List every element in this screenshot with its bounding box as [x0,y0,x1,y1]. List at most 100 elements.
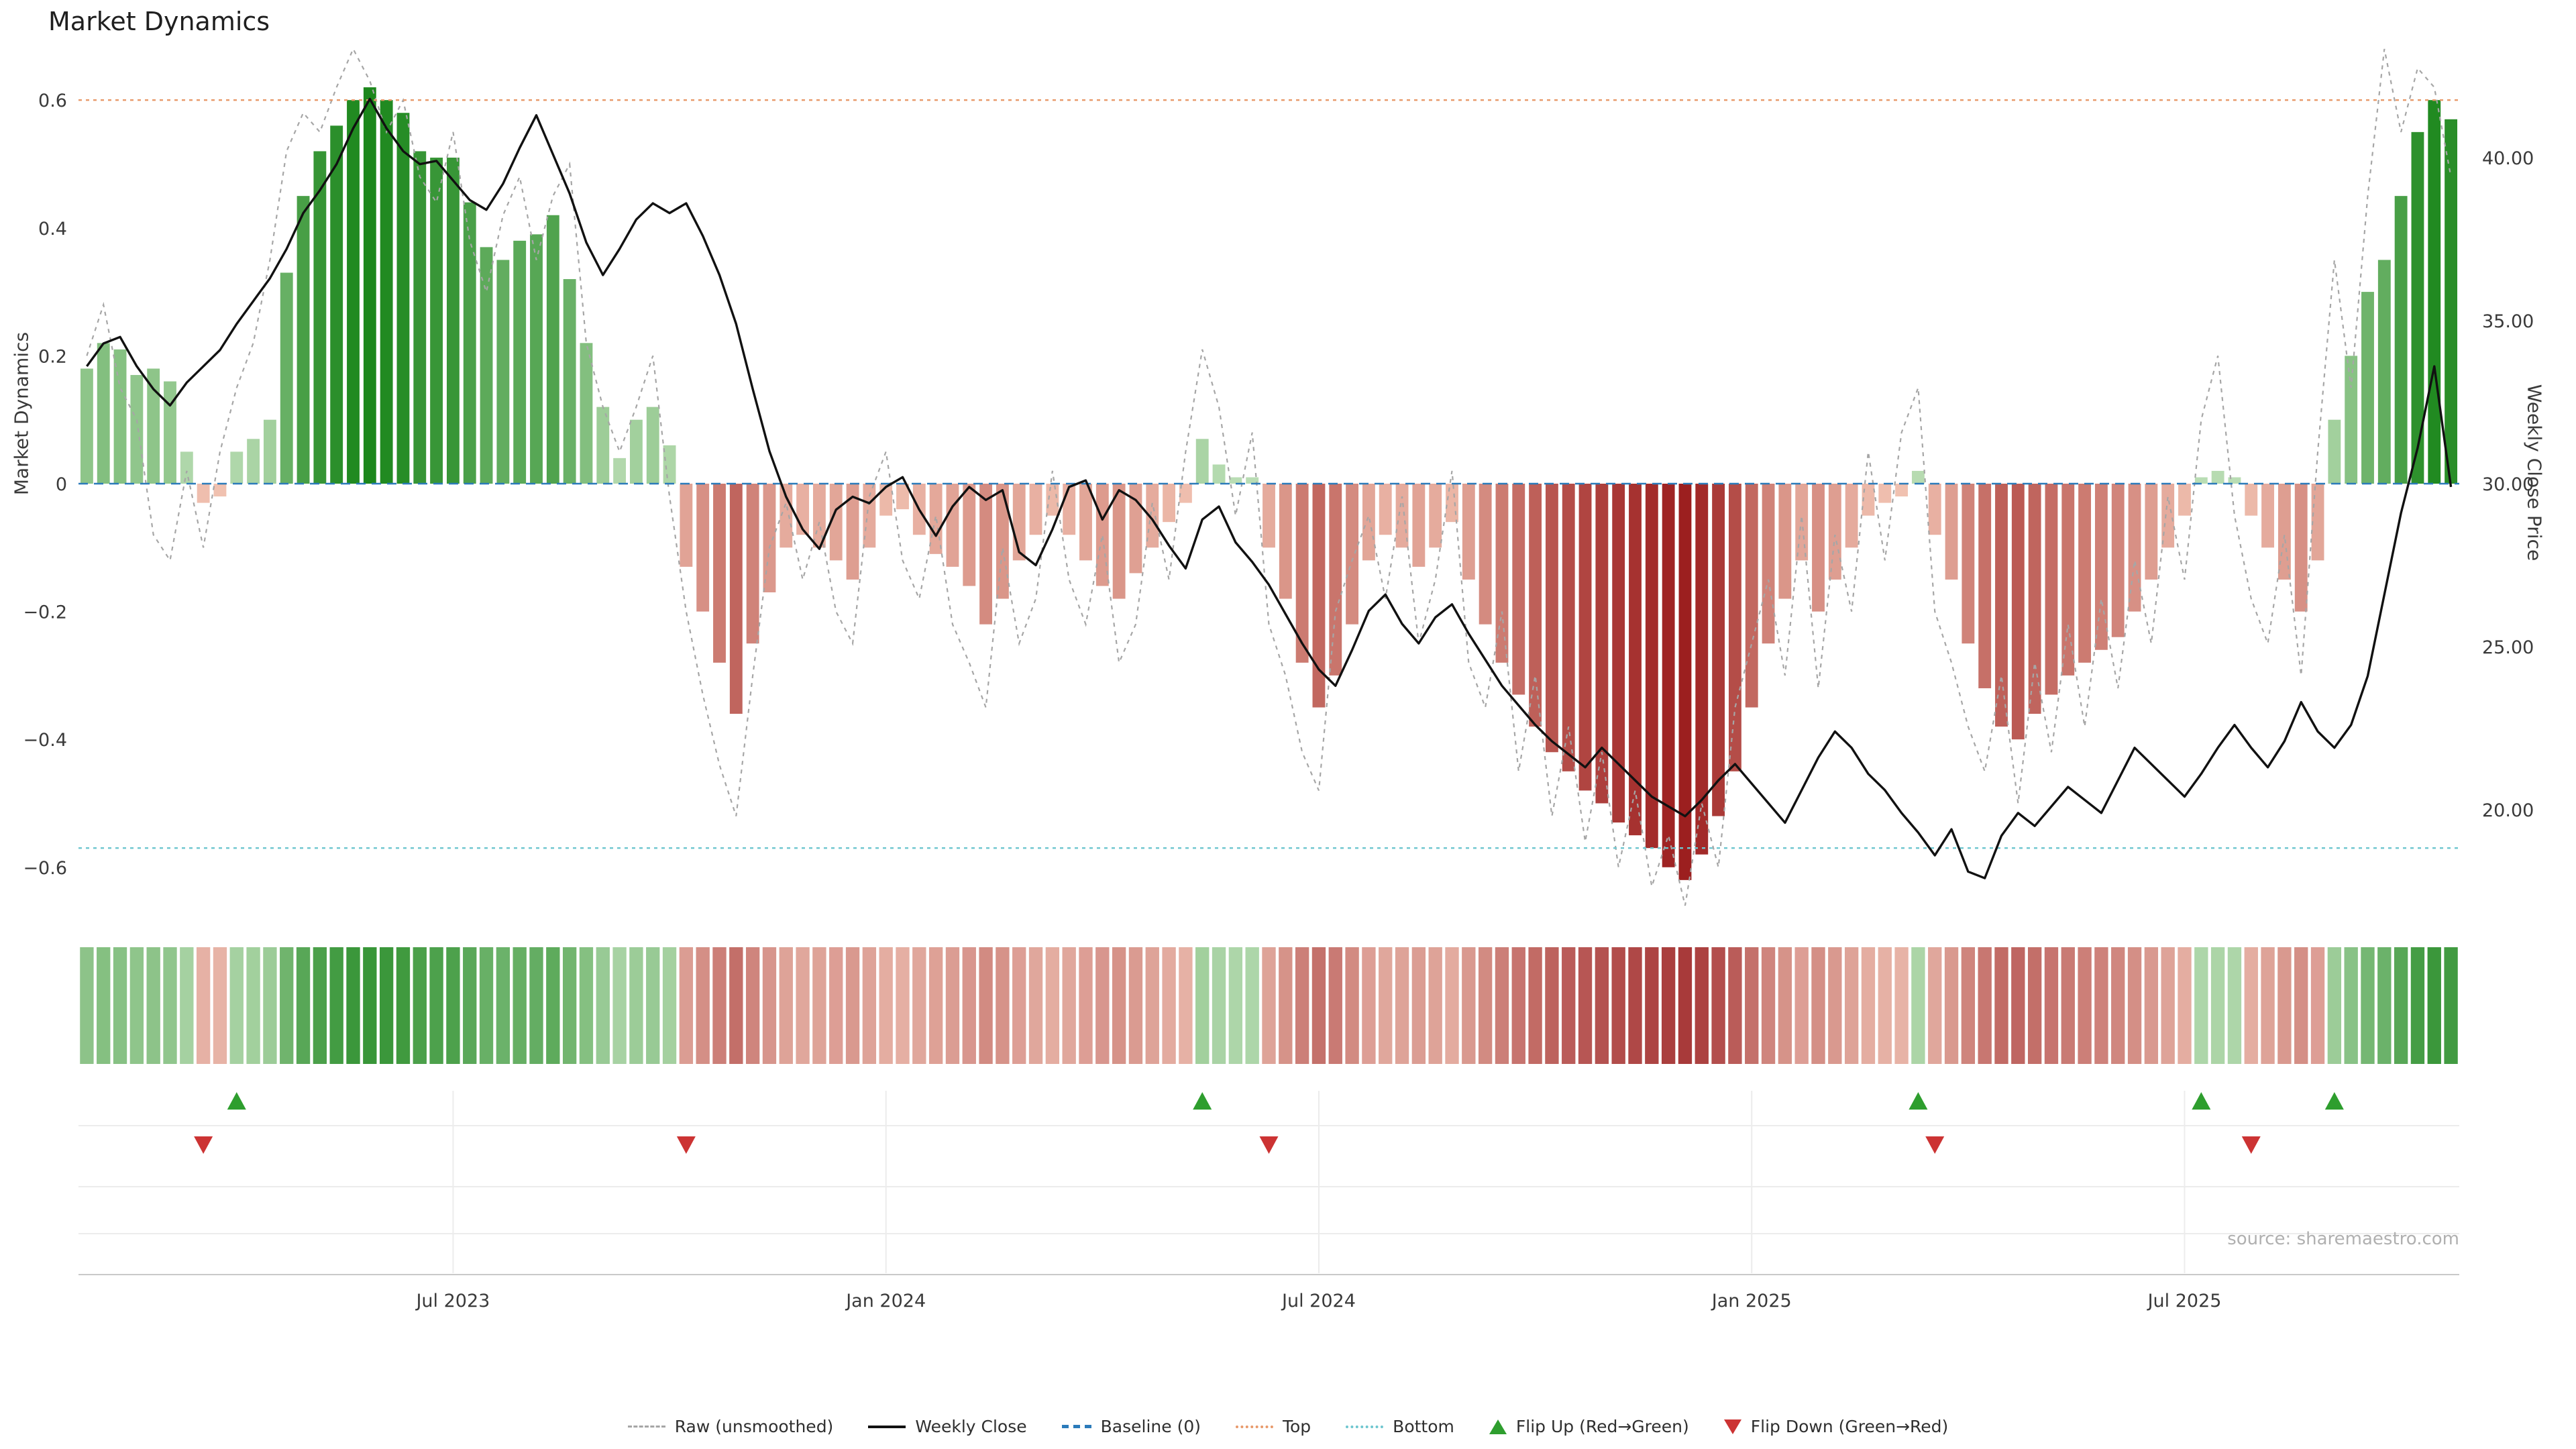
legend-item-flip-down: Flip Down (Green→Red) [1723,1417,1949,1436]
dynamics-bar [164,381,176,484]
dynamics-bar [1512,484,1525,695]
dynamics-bar [1928,484,1941,535]
dynamics-bar [97,343,110,484]
heatmap-cell [413,947,427,1064]
heatmap-cell [1645,947,1659,1064]
heatmap-cell [2027,947,2042,1064]
heatmap-cell [2427,947,2441,1064]
heatmap-cell [662,947,677,1064]
legend-label-flip-up: Flip Up (Red→Green) [1515,1417,1689,1436]
dynamics-bar [1163,484,1176,523]
heatmap-cell [463,947,477,1064]
heatmap-cell [2194,947,2208,1064]
y-right-tick-label: 20.00 [2482,800,2534,821]
heatmap-cell [396,947,411,1064]
heatmap-cell [1794,947,1809,1064]
dynamics-bar [380,100,393,484]
dynamics-bar [1762,484,1775,644]
heatmap-cell [196,947,211,1064]
dynamics-bar [147,368,160,484]
y-left-tick-label: 0 [56,474,67,495]
dynamics-bar [2161,484,2175,548]
heatmap-cell [796,947,810,1064]
heatmap-cell [1411,947,1426,1064]
dynamics-bar [2194,477,2208,484]
flip-down-triangle-icon [1723,1419,1741,1434]
heatmap-cell [246,947,260,1064]
dynamics-bar [746,484,759,644]
heatmap-cell [629,947,643,1064]
x-tick-label: Jan 2024 [845,1291,926,1311]
dynamics-bar [1146,484,1159,548]
heatmap-cell [729,947,743,1064]
dynamics-bar [1046,484,1059,516]
heatmap-cell [912,947,926,1064]
heatmap-cell [1944,947,1959,1064]
heatmap-cell [896,947,910,1064]
heatmap-cell [812,947,826,1064]
heatmap-cell [2127,947,2142,1064]
dynamics-bar [846,484,859,580]
dynamics-bar [763,484,776,593]
heatmap-cell [113,947,127,1064]
heatmap-cell [1262,947,1276,1064]
flip-up-marker [1193,1092,1212,1110]
dynamics-bar [80,368,93,484]
flip-up-marker [2324,1092,2344,1110]
heatmap-cell [2078,947,2092,1064]
dynamics-bar [1379,484,1392,535]
flip-down-marker [1259,1136,1279,1154]
dynamics-bar [396,113,410,484]
dynamics-bar [2328,419,2341,484]
heatmap-cell [1362,947,1376,1064]
legend-label-flip-down: Flip Down (Green→Red) [1750,1417,1949,1436]
legend-item-baseline: Baseline (0) [1061,1417,1201,1436]
flip-up-marker [2192,1092,2211,1110]
raw-line-swatch-icon [627,1426,665,1428]
heatmap-cell [1894,947,1909,1064]
legend-label-baseline: Baseline (0) [1100,1417,1201,1436]
dynamics-bar [1295,484,1309,663]
heatmap-cell [1212,947,1226,1064]
y-left-tick-label: −0.6 [23,858,67,879]
heatmap-cell [2377,947,2392,1064]
dynamics-bar [1129,484,1142,574]
dynamics-bar [1878,484,1892,503]
dynamics-bar [463,202,476,484]
heatmap-cell [879,947,893,1064]
dynamics-bar [1962,484,1975,644]
heatmap-cell [346,947,360,1064]
heatmap-cell [2210,947,2225,1064]
chart-title: Market Dynamics [48,7,270,36]
dynamics-bar [1945,484,1958,580]
dynamics-bar [1578,484,1592,791]
dynamics-bar [347,100,360,484]
dynamics-bar [113,349,127,484]
legend-item-flip-up: Flip Up (Red→Green) [1489,1417,1689,1436]
dynamics-bar [1862,484,1875,516]
heatmap-cell [97,947,111,1064]
heatmap-cell [2327,947,2342,1064]
heatmap-cell [1445,947,1459,1064]
dynamics-bar [1895,484,1909,497]
dynamics-bar [1195,439,1209,484]
heatmap-cell [1428,947,1442,1064]
dynamics-bar [580,343,593,484]
heatmap-cell [928,947,943,1064]
heatmap-cell [1628,947,1642,1064]
dynamics-bar [979,484,993,625]
dynamics-bar [446,157,460,484]
dynamics-bar [1728,484,1741,771]
dynamics-bar [2428,100,2441,484]
heatmap-cell [2161,947,2175,1064]
dynamics-bar [297,196,310,484]
top-line-swatch-icon [1235,1425,1273,1428]
heatmap-cell [1062,947,1076,1064]
heatmap-cell [1994,947,2008,1064]
dynamics-bar [330,125,343,484]
flip-up-marker [227,1092,246,1110]
heatmap-cell [213,947,227,1064]
heatmap-cell [129,947,144,1064]
